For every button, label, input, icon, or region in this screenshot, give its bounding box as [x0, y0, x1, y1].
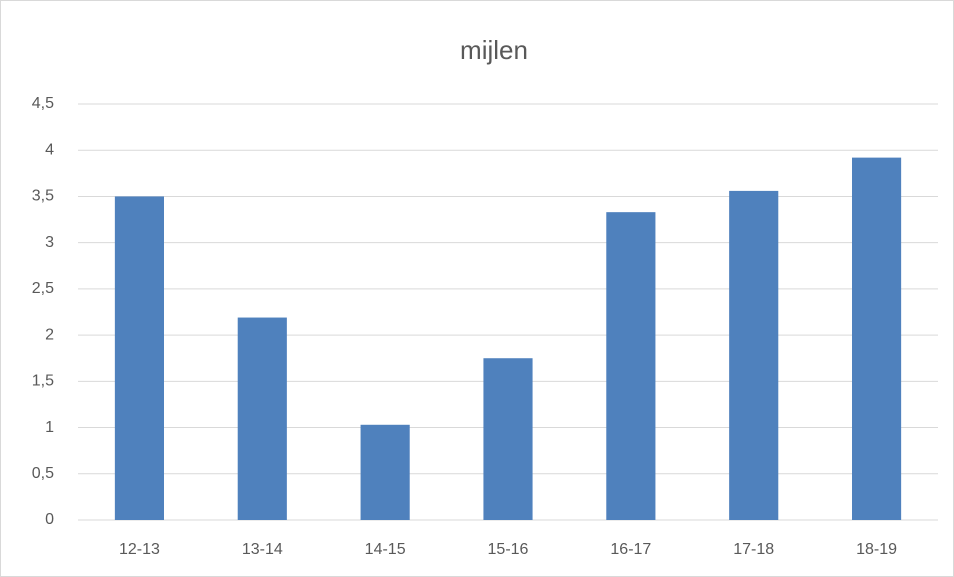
- bar: [729, 190, 779, 521]
- y-tick-label: 2,5: [32, 280, 54, 297]
- bar: [606, 212, 656, 520]
- y-tick-label: 2: [45, 326, 54, 343]
- x-tick-label: 13-14: [242, 541, 283, 558]
- x-tick-label: 15-16: [488, 541, 529, 558]
- x-tick-label: 16-17: [610, 541, 651, 558]
- bar: [483, 358, 533, 520]
- y-tick-label: 3: [45, 234, 54, 251]
- y-tick-label: 0: [45, 511, 54, 528]
- y-tick-label: 4: [45, 141, 54, 158]
- y-tick-label: 0,5: [32, 465, 54, 482]
- y-tick-label: 3,5: [32, 188, 54, 205]
- x-tick-label: 17-18: [733, 541, 774, 558]
- bar: [114, 196, 164, 520]
- x-tick-label: 18-19: [856, 541, 897, 558]
- bar: [852, 157, 902, 520]
- chart-title: mijlen: [460, 35, 528, 65]
- y-tick-label: 4,5: [32, 95, 54, 112]
- x-tick-label: 12-13: [119, 541, 160, 558]
- y-tick-label: 1: [45, 419, 54, 436]
- bar: [237, 317, 287, 520]
- bar: [360, 424, 410, 520]
- y-tick-label: 1,5: [32, 373, 54, 390]
- x-tick-label: 14-15: [365, 541, 406, 558]
